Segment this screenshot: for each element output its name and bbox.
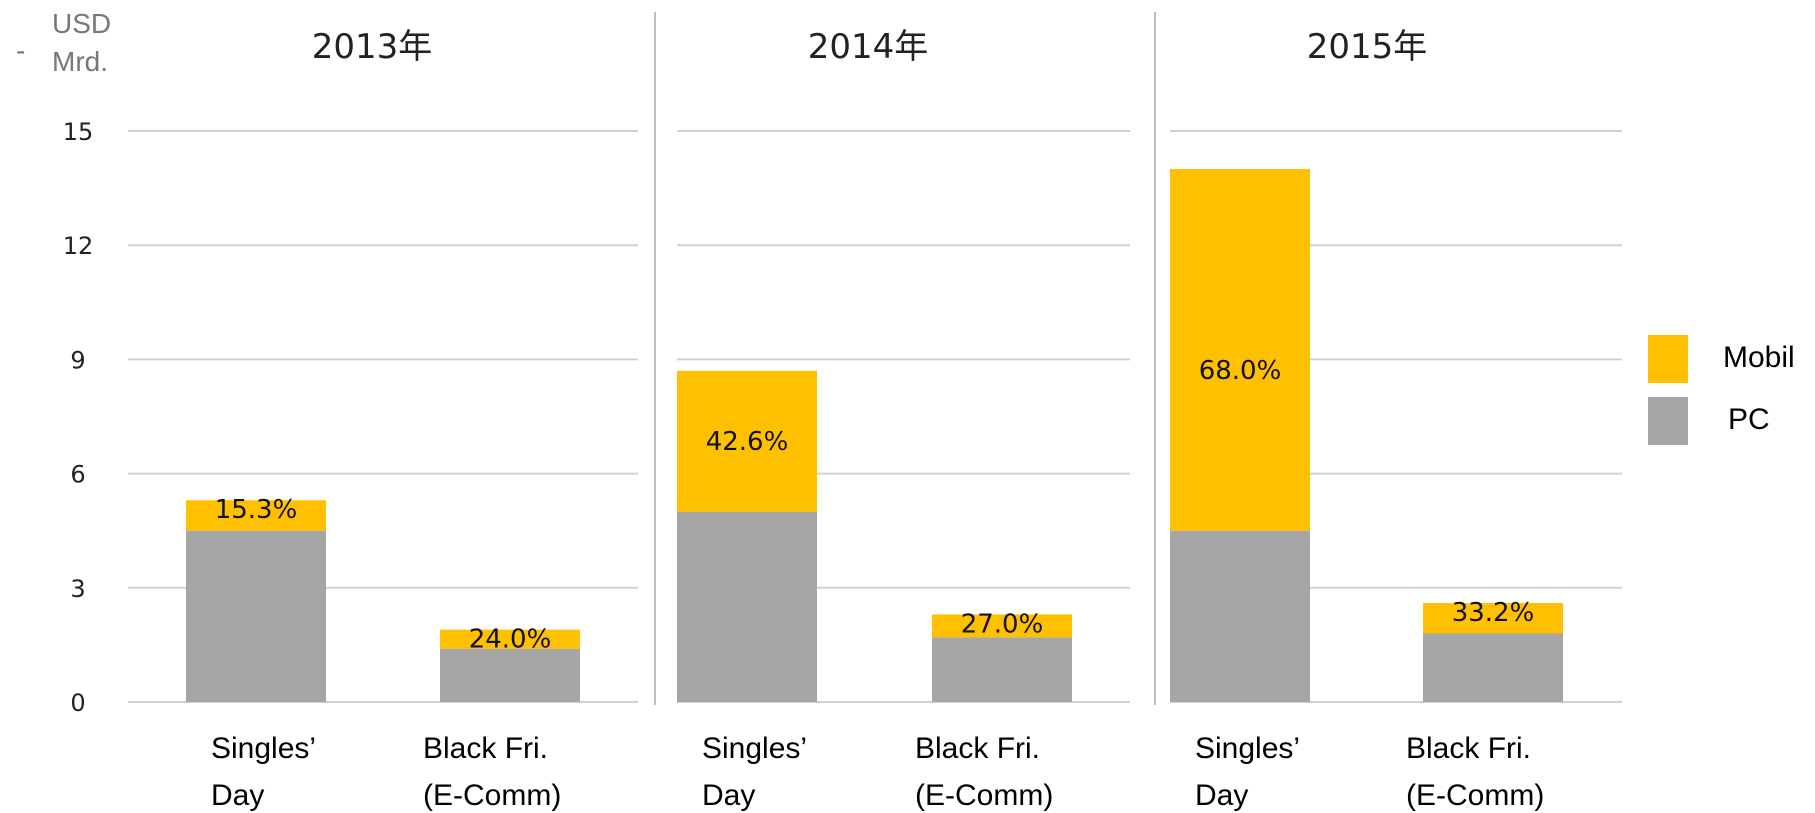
y-tick-label: 0 bbox=[70, 689, 85, 717]
x-category-label: Day bbox=[702, 779, 755, 812]
bar-pc bbox=[932, 637, 1072, 702]
bar-pc bbox=[677, 511, 817, 702]
bar-mobil bbox=[932, 614, 1072, 638]
x-category-label: (E-Comm) bbox=[915, 779, 1053, 812]
x-category-label: Day bbox=[1195, 779, 1248, 812]
gridlines bbox=[128, 12, 1622, 705]
panel-title: 2014年 bbox=[808, 27, 929, 67]
y-unit-label: USD bbox=[52, 8, 111, 39]
bar-pc bbox=[1170, 530, 1310, 702]
y-tick-label: 3 bbox=[70, 575, 85, 603]
bar-data-label: 33.2% bbox=[1452, 598, 1535, 628]
y-tick-label: 6 bbox=[70, 461, 85, 489]
x-category-label: Singles’ bbox=[702, 732, 807, 765]
x-category-label: (E-Comm) bbox=[1406, 779, 1544, 812]
y-tick-label: 12 bbox=[63, 232, 94, 260]
legend-label: Mobil bbox=[1723, 341, 1795, 374]
panel-title: 2013年 bbox=[312, 27, 433, 67]
legend: Mobil PC bbox=[1648, 335, 1795, 445]
legend-label: PC bbox=[1728, 403, 1770, 436]
bar-data-label: 68.0% bbox=[1199, 356, 1282, 386]
bar-pc bbox=[186, 530, 326, 702]
bar-pc bbox=[1423, 633, 1563, 702]
bar-pc bbox=[440, 648, 580, 702]
bar-data-label: 27.0% bbox=[961, 609, 1044, 639]
bars bbox=[186, 169, 1563, 702]
x-category-label: Singles’ bbox=[211, 732, 316, 765]
bar-mobil bbox=[677, 370, 817, 512]
bar-data-label: 15.3% bbox=[215, 495, 298, 525]
bar-mobil bbox=[186, 500, 326, 531]
x-category-label: Day bbox=[211, 779, 264, 812]
bar-mobil bbox=[1170, 169, 1310, 531]
x-category-label: Black Fri. bbox=[915, 732, 1040, 765]
legend-swatch bbox=[1648, 397, 1688, 445]
x-category-label: Singles’ bbox=[1195, 732, 1300, 765]
y-tick-label: 15 bbox=[63, 118, 94, 146]
unit-dash: - bbox=[16, 35, 25, 66]
y-unit-label: Mrd. bbox=[52, 46, 108, 77]
x-category-label: (E-Comm) bbox=[423, 779, 561, 812]
legend-swatch bbox=[1648, 335, 1688, 383]
bar-mobil bbox=[1423, 603, 1563, 634]
bar-data-label: 42.6% bbox=[706, 427, 789, 457]
bar-data-label: 24.0% bbox=[469, 625, 552, 655]
x-category-label: Black Fri. bbox=[423, 732, 548, 765]
y-tick-label: 9 bbox=[70, 346, 85, 374]
bar-mobil bbox=[440, 629, 580, 649]
labels: 0 3 6 9 12 15 -USD Mrd. 2013年 15.3% Singles’ Day 24.… bbox=[16, 8, 1544, 812]
panel-title: 2015年 bbox=[1307, 27, 1428, 67]
x-category-label: Black Fri. bbox=[1406, 732, 1531, 765]
